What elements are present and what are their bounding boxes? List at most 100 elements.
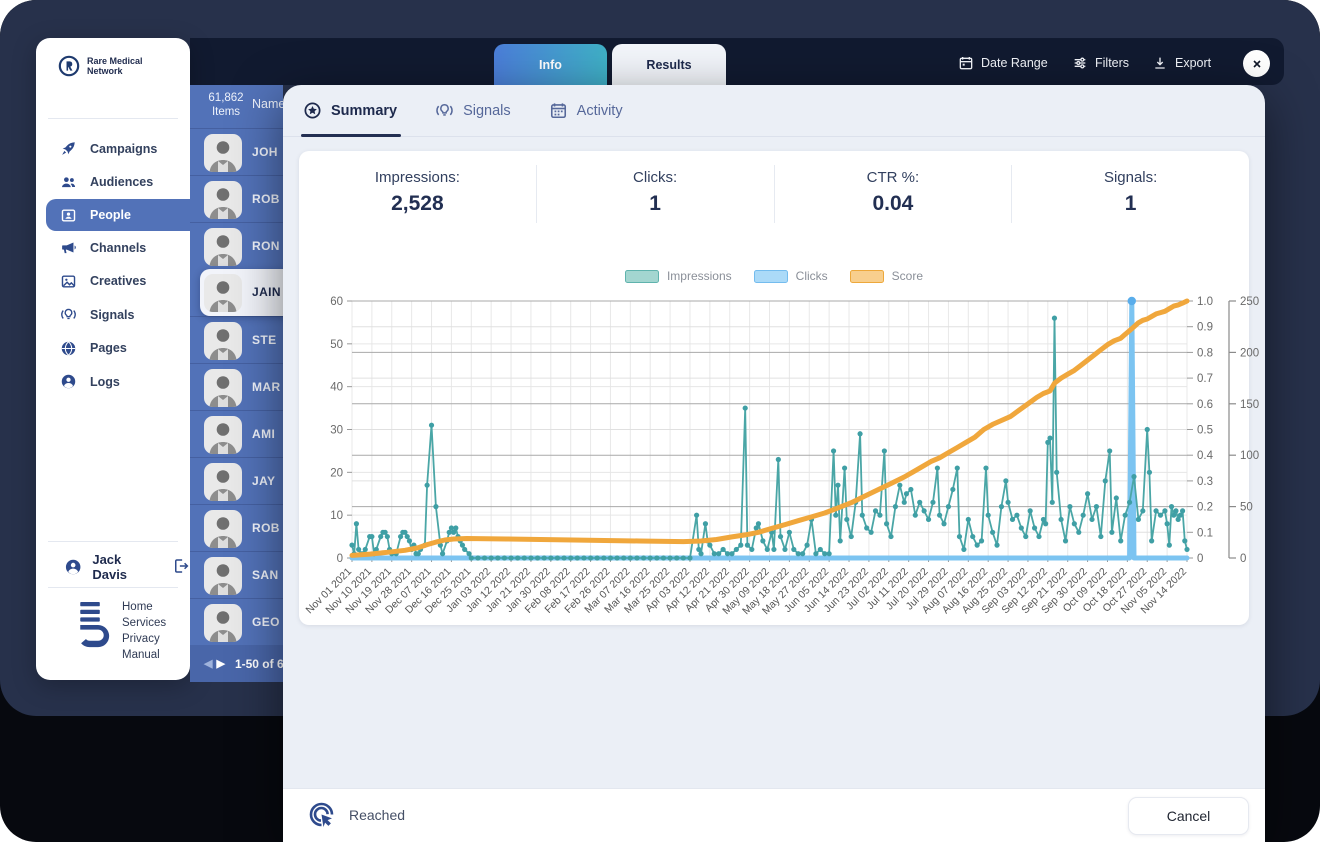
sidebar-item-audiences[interactable]: Audiences xyxy=(36,166,196,200)
modal-footer: Reached Cancel xyxy=(283,788,1265,842)
person-avatar xyxy=(204,321,242,360)
svg-text:200: 200 xyxy=(1240,347,1259,359)
filters-label: Filters xyxy=(1095,56,1130,70)
user-menu[interactable]: Jack Davis xyxy=(64,552,190,582)
svg-text:0.8: 0.8 xyxy=(1197,347,1213,359)
svg-text:1.0: 1.0 xyxy=(1197,296,1213,308)
close-button[interactable] xyxy=(1243,50,1270,77)
sidebar-item-label: Pages xyxy=(90,341,127,356)
person-row[interactable]: ROB xyxy=(190,175,283,222)
user-avatar-icon xyxy=(65,559,81,575)
tab-results[interactable]: Results xyxy=(612,44,726,85)
svg-text:20: 20 xyxy=(330,467,343,479)
person-avatar xyxy=(204,133,242,172)
person-name: STE xyxy=(252,333,277,347)
pagination-label: 1-50 of 6 xyxy=(234,656,283,671)
person-row[interactable]: JAY xyxy=(190,457,283,504)
stat-label: Clicks: xyxy=(633,169,678,186)
pagination-bar: ◀ ▶ 1-50 of 6 xyxy=(190,645,283,682)
svg-text:50: 50 xyxy=(1240,502,1253,514)
next-page-button[interactable]: ▶ xyxy=(216,658,225,670)
stat-value: 0.04 xyxy=(872,192,914,215)
footer-link-home[interactable]: Home xyxy=(122,601,153,613)
sidebar-item-label: Signals xyxy=(90,307,135,322)
sidebar-item-creatives[interactable]: Creatives xyxy=(36,265,196,299)
person-row[interactable]: MAR xyxy=(190,363,283,410)
sidebar-item-campaigns[interactable]: Campaigns xyxy=(36,132,196,166)
modal-tab-summary[interactable]: Summary xyxy=(300,85,402,137)
sidebar-item-logs[interactable]: Logs xyxy=(36,365,196,399)
stats-row: Impressions: 2,528 Clicks: 1 CTR %: 0.04 Signa… xyxy=(299,165,1249,223)
filters-button[interactable]: Filters xyxy=(1072,52,1129,74)
svg-text:0.9: 0.9 xyxy=(1197,322,1213,334)
megaphone-icon xyxy=(60,239,77,256)
svg-text:30: 30 xyxy=(330,425,343,437)
footer-link-services[interactable]: Services xyxy=(122,617,167,629)
sidebar-item-signals[interactable]: Signals xyxy=(36,298,196,332)
items-count-unit: Items xyxy=(211,106,241,118)
sidebar-item-label: Channels xyxy=(90,240,147,255)
sidebar-item-label: Audiences xyxy=(90,175,154,190)
person-name: ROB xyxy=(252,521,280,535)
date-range-button[interactable]: Date Range xyxy=(958,52,1048,74)
legend-label: Score xyxy=(891,269,924,283)
legend-item-impressions: Impressions xyxy=(624,269,732,283)
name-column-header[interactable]: Name xyxy=(252,97,283,111)
brand-name: Rare Medical Network xyxy=(87,56,143,76)
person-name: JAY xyxy=(252,474,276,488)
person-row[interactable]: ROB xyxy=(190,504,283,551)
export-button[interactable]: Export xyxy=(1152,52,1211,74)
person-row[interactable]: JOH xyxy=(190,128,283,175)
legend-swatch xyxy=(849,269,884,283)
stat-label: Signals: xyxy=(1103,169,1158,186)
person-name: RON xyxy=(252,239,280,253)
brand-logo-icon xyxy=(58,55,80,77)
svg-text:0.7: 0.7 xyxy=(1197,373,1213,385)
modal-tab-bar: Summary Signals Activity xyxy=(283,85,1265,137)
svg-text:150: 150 xyxy=(1240,399,1259,411)
modal-tab-activity[interactable]: Activity xyxy=(549,85,623,137)
prev-page-button[interactable]: ◀ xyxy=(204,658,213,670)
summary-card: Impressions: 2,528 Clicks: 1 CTR %: 0.04 Signa… xyxy=(299,151,1260,625)
sidebar-item-channels[interactable]: Channels xyxy=(36,231,196,265)
modal-tab-label: Signals xyxy=(463,102,511,119)
legend-swatch xyxy=(753,269,788,283)
legend-label: Clicks xyxy=(795,269,828,283)
cancel-button[interactable]: Cancel xyxy=(1128,797,1249,835)
sidebar-item-people[interactable]: People xyxy=(46,199,206,231)
person-row[interactable]: SAN xyxy=(190,551,283,598)
modal-tab-signals[interactable]: Signals xyxy=(435,85,511,137)
calendar-grid-icon xyxy=(549,101,568,120)
person-row[interactable]: AMI xyxy=(190,410,283,457)
legend-item-clicks: Clicks xyxy=(753,269,828,283)
person-avatar xyxy=(204,509,242,548)
legend-item-score: Score xyxy=(849,269,924,283)
person-avatar xyxy=(204,273,242,312)
person-row[interactable]: STE xyxy=(190,316,283,363)
tab-info[interactable]: Info xyxy=(494,44,607,85)
close-icon xyxy=(1252,59,1261,68)
sidebar-item-label: Campaigns xyxy=(90,141,158,156)
five-logo-icon xyxy=(76,600,110,655)
logout-button[interactable] xyxy=(172,557,190,578)
stat-signals: Signals: 1 xyxy=(1011,165,1249,223)
chart: 0 10 20 30 40 50 60 0 0.1 0.2 0.3 0.4 0.5 0.6 0.7 0.8 0.… xyxy=(299,291,1260,625)
person-row[interactable]: RON xyxy=(190,222,283,269)
svg-text:40: 40 xyxy=(330,382,343,394)
person-row[interactable]: JAIN xyxy=(200,269,283,316)
user-name: Jack Davis xyxy=(92,552,128,582)
person-row[interactable]: GEO xyxy=(190,598,283,645)
footer-link-manual[interactable]: Manual xyxy=(122,649,160,661)
signal-bulb-icon xyxy=(435,101,454,120)
sidebar-menu: Campaigns Audiences People Channels Creative… xyxy=(36,132,206,399)
globe-icon xyxy=(60,340,77,357)
person-avatar xyxy=(204,227,242,266)
divider xyxy=(48,118,178,119)
sidebar-item-pages[interactable]: Pages xyxy=(36,332,196,366)
footer-link-privacy[interactable]: Privacy xyxy=(122,633,160,645)
svg-text:0.3: 0.3 xyxy=(1197,476,1213,488)
rocket-icon xyxy=(60,140,77,157)
person-circle-icon xyxy=(60,373,77,390)
items-count: 61,862 Items xyxy=(190,91,262,119)
